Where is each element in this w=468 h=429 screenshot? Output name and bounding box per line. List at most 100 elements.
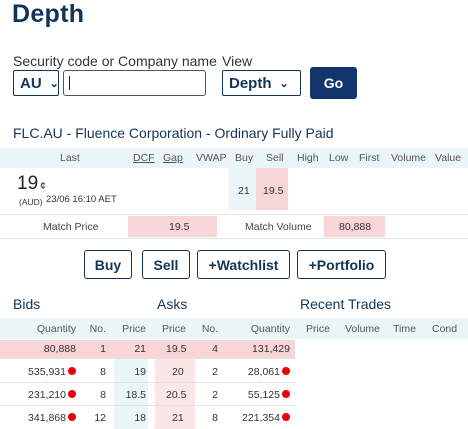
col-buy: Buy — [235, 152, 254, 164]
view-select-value: Depth — [229, 74, 272, 92]
bid-row-2-price: 19 — [134, 366, 146, 378]
depth-header-row — [0, 318, 468, 339]
col-gap[interactable]: Gap — [163, 152, 183, 164]
bid-col-price: Price — [122, 323, 146, 335]
chevron-down-icon: ⌄ — [279, 77, 289, 90]
add-watchlist-button[interactable]: +Watchlist — [197, 250, 290, 279]
divider — [0, 405, 296, 406]
ask-row-2-quantity: 28,061 — [226, 366, 290, 378]
match-volume-value: 80,888 — [339, 221, 372, 233]
trade-col-time: Time — [393, 323, 416, 335]
last-price-value: 19 — [17, 173, 39, 194]
security-code-input[interactable] — [63, 70, 206, 96]
match-volume-cell — [324, 216, 385, 237]
bid-row-2-quantity-value: 535,931 — [28, 366, 66, 378]
ask-col-price: Price — [162, 323, 186, 335]
trade-col-price: Price — [306, 323, 330, 335]
recent-trades-title: Recent Trades — [300, 296, 392, 312]
match-price-value: 19.5 — [169, 221, 190, 233]
view-label: View — [222, 53, 253, 69]
bid-col-quantity: Quantity — [36, 323, 76, 335]
bid-row-3-no: 8 — [100, 389, 106, 401]
ask-row-1-price: 19.5 — [166, 343, 187, 355]
text-cursor — [69, 76, 70, 90]
page-title: Depth — [12, 0, 85, 28]
col-volume: Volume — [391, 152, 427, 164]
match-price-label: Match Price — [43, 221, 99, 233]
red-dot-icon — [282, 390, 290, 398]
col-first: First — [359, 152, 380, 164]
view-select[interactable]: Depth ⌄ — [222, 70, 301, 96]
bid-row-3-quantity-value: 231,210 — [28, 389, 66, 401]
col-vwap: VWAP — [196, 152, 227, 164]
ask-row-1-quantity: 131,429 — [252, 343, 290, 355]
sell-button[interactable]: Sell — [142, 250, 190, 279]
market-select[interactable]: AU ⌄ — [13, 70, 59, 96]
sell-value: 19.5 — [263, 185, 284, 197]
market-select-value: AU — [20, 74, 42, 92]
add-portfolio-button[interactable]: +Portfolio — [297, 250, 386, 279]
ask-row-3-quantity-value: 55,125 — [247, 389, 280, 401]
last-timestamp: 23/06 16:10 AET — [46, 194, 117, 205]
col-low: Low — [329, 152, 349, 164]
bid-col-no: No. — [89, 323, 106, 335]
match-volume-label: Match Volume — [245, 221, 312, 233]
asks-title: Asks — [157, 296, 188, 312]
red-dot-icon — [68, 390, 76, 398]
security-header-row — [0, 148, 468, 168]
go-button[interactable]: Go — [310, 67, 357, 99]
divider — [0, 214, 468, 215]
col-dcf[interactable]: DCF — [133, 152, 155, 164]
ask-row-3-price: 20.5 — [166, 389, 187, 401]
ask-row-3-no: 2 — [212, 389, 218, 401]
col-last: Last — [60, 152, 80, 164]
trade-col-cond: Cond — [432, 323, 458, 335]
divider — [0, 382, 296, 383]
bid-row-1-no: 1 — [100, 343, 106, 355]
bids-title: Bids — [13, 296, 41, 312]
bid-row-4-quantity-value: 341,868 — [28, 412, 66, 424]
ask-row-3-quantity: 55,125 — [226, 389, 290, 401]
red-dot-icon — [282, 413, 290, 421]
match-price-cell — [128, 216, 217, 237]
bid-row-1-quantity: 80,888 — [43, 343, 76, 355]
ask-row-2-quantity-value: 28,061 — [247, 366, 280, 378]
currency-label: (AUD) — [19, 197, 43, 207]
security-search-label: Security code or Company name — [13, 53, 217, 69]
ask-col-no: No. — [201, 323, 219, 335]
ask-row-2-no: 2 — [212, 366, 218, 378]
ask-row-1-no: 4 — [212, 343, 218, 355]
buy-cell — [229, 168, 256, 210]
last-price-unit: ¢ — [40, 181, 46, 192]
divider — [0, 238, 468, 239]
sell-cell — [256, 168, 288, 210]
ask-row-4-price: 21 — [172, 412, 184, 424]
ask-price-column — [155, 358, 195, 429]
divider — [0, 358, 296, 359]
last-price: 19 ¢ — [17, 173, 46, 195]
ask-row-4-no: 8 — [212, 412, 218, 424]
red-dot-icon — [68, 367, 76, 375]
bid-row-2-quantity: 535,931 — [10, 366, 76, 378]
ask-row-4-quantity-value: 221,354 — [242, 412, 280, 424]
red-dot-icon — [68, 413, 76, 421]
chevron-down-icon: ⌄ — [49, 77, 59, 90]
bid-row-3-quantity: 231,210 — [10, 389, 76, 401]
buy-button[interactable]: Buy — [84, 250, 132, 279]
bid-row-4-price: 18 — [134, 412, 146, 424]
ask-row-4-quantity: 221,354 — [226, 412, 290, 424]
bid-row-4-quantity: 341,868 — [10, 412, 76, 424]
bid-row-2-no: 8 — [100, 366, 106, 378]
best-match-row-highlight — [0, 340, 295, 358]
bid-row-4-no: 12 — [94, 412, 106, 424]
ask-row-2-price: 20 — [172, 366, 184, 378]
col-value: Value — [435, 152, 462, 164]
col-sell: Sell — [266, 152, 284, 164]
bid-row-1-price: 21 — [134, 343, 146, 355]
security-title: FLC.AU - Fluence Corporation - Ordinary … — [13, 125, 334, 141]
bid-row-3-price: 18.5 — [125, 389, 146, 401]
col-high: High — [297, 152, 319, 164]
trade-col-volume: Volume — [345, 323, 381, 335]
bid-price-column — [114, 358, 148, 429]
ask-col-quantity: Quantity — [250, 323, 290, 335]
